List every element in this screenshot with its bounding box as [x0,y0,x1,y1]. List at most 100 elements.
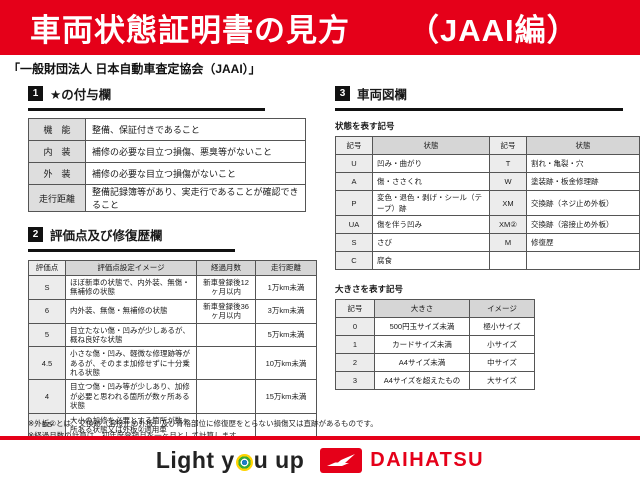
table-row: 6 内外装、無傷・無補修の状態 新車登録後36ヶ月以内 3万km未満 [28,298,317,324]
table-row: P 変色・退色・剥げ・シール（テープ）跡 XM 交換跡（ネジ止め外板） [335,190,640,216]
desc-cell: 目立つ傷・凹み等が少しあり、加修が必要と思われる箇所が数ヶ所ある状態 [65,379,197,414]
table-row: UA 傷を伴う凹み XM② 交換跡（溶接止め外板） [335,215,640,234]
desc-cell: ほぼ新車の状態で、内外装、無傷・無補修の状態 [65,275,197,300]
table-row: 0 500円玉サイズ未満 極小サイズ [335,317,535,336]
col-header-months: 経過月数 [196,260,256,276]
desc-cell: 大小の加修を必要とする箇所が数ヶ所ある状態又は外板②適用車 [65,412,197,438]
col-header-mileage: 走行距離 [255,260,317,276]
table-header-row: 記号 大きさ イメージ [335,299,535,318]
col-header-size: 大きさ [374,299,470,318]
col-header-image: イメージ [469,299,535,318]
col-header-score: 評価点 [28,260,66,276]
desc-cell: 目立たない傷・凹みが少しあるが、概ね良好な状態 [65,322,197,348]
footnote-line: ※外板②とは、交換跡（溶接止め外板）及び骨格部位に修復歴をとらない損傷又は直跡が… [28,419,378,428]
state-cell: 交換跡（ネジ止め外板） [526,190,640,216]
score-cell: 4 [28,379,66,414]
symbol-cell: C [335,251,373,270]
footnotes: ※外板②とは、交換跡（溶接止め外板）及び骨格部位に修復歴をとらない損傷又は直跡が… [28,418,378,442]
symbol-cell: 3 [335,371,375,390]
symbol-cell: W [489,172,527,191]
col-header-symbol: 記号 [335,136,373,155]
table-row: 外 装 補修の必要な目立つ損傷がないこと [28,162,306,185]
right-column: 3 車両図欄 状態を表す記号 記号 状態 記号 状態 U 凹み・曲がり T 割れ… [335,84,640,390]
score-cell: S [28,275,66,300]
months-cell: 新車登録後12ヶ月以内 [196,275,256,300]
section1-heading: 1 ★の付与欄 [28,84,265,111]
table-row: 2 A4サイズ未満 中サイズ [335,353,535,372]
criteria-label: 外 装 [28,162,86,185]
daihatsu-logo: DAIHATSU [320,447,484,473]
score-cell: 6 [28,298,66,324]
state-symbols-table: 記号 状態 記号 状態 U 凹み・曲がり T 割れ・亀裂・穴 A 傷・ささくれ … [335,136,640,270]
symbol-cell: P [335,190,373,216]
mileage-cell: 3万km未満 [255,298,317,324]
criteria-desc: 補修の必要な目立つ損傷がないこと [85,162,306,185]
state-cell: 変色・退色・剥げ・シール（テープ）跡 [372,190,490,216]
state-cell [526,251,640,270]
table-row: S さび M 修復歴 [335,233,640,252]
symbol-cell: T [489,154,527,173]
table-row: S ほぼ新車の状態で、内外装、無傷・無補修の状態 新車登録後12ヶ月以内 1万k… [28,275,317,300]
criteria-label: 内 装 [28,140,86,163]
state-cell: 腐食 [372,251,490,270]
score-cell: 4.5 [28,346,66,381]
daihatsu-mark-icon [320,447,363,473]
mileage-cell: 10万km未満 [255,346,317,381]
image-cell: 小サイズ [469,335,535,354]
symbol-cell: 0 [335,317,375,336]
symbol-cell: XM② [489,215,527,234]
page-edition: （JAAI編） [408,13,579,48]
criteria-label: 機 能 [28,118,86,141]
symbol-cell: S [335,233,373,252]
size-cell: A4サイズ未満 [374,353,470,372]
col-header-symbol: 記号 [489,136,527,155]
star-criteria-table: 機 能 整備、保証付きであること 内 装 補修の必要な目立つ損傷、悪臭等がないこ… [28,118,306,212]
table-row: 内 装 補修の必要な目立つ損傷、悪臭等がないこと [28,140,306,163]
image-cell: 大サイズ [469,371,535,390]
size-symbols-label: 大きさを表す記号 [335,284,404,294]
table-row: 3.5 大小の加修を必要とする箇所が数ヶ所ある状態又は外板②適用車 [28,412,317,438]
section2-number-badge: 2 [28,227,43,242]
image-cell: 極小サイズ [469,317,535,336]
symbol-cell: XM [489,190,527,216]
section2-title: 評価点及び修復歴欄 [50,229,163,243]
mileage-cell [255,412,317,438]
criteria-desc: 整備、保証付きであること [85,118,306,141]
desc-cell: 内外装、無傷・無補修の状態 [65,298,197,324]
state-cell: 傷・ささくれ [372,172,490,191]
months-cell [196,346,256,381]
mileage-cell: 1万km未満 [255,275,317,300]
state-cell: さび [372,233,490,252]
table-row: 4.5 小さな傷・凹み、軽微な修理跡等があるが、そのまま加修せずに十分乗れる状態… [28,346,317,381]
criteria-desc: 補修の必要な目立つ損傷、悪臭等がないこと [85,140,306,163]
table-row: C 腐食 [335,251,640,270]
months-cell: 新車登録後36ヶ月以内 [196,298,256,324]
brand-text-right: u up [253,446,305,473]
state-cell: 修復歴 [526,233,640,252]
months-cell [196,322,256,348]
section3-title: 車両図欄 [357,88,408,102]
section1-number-badge: 1 [28,86,43,101]
brand-text-left: Light y [155,446,235,473]
symbol-cell: U [335,154,373,173]
mileage-cell: 15万km未満 [255,379,317,414]
months-cell [196,379,256,414]
size-cell: カードサイズ未満 [374,335,470,354]
section1-title: ★の付与欄 [50,88,112,102]
state-cell: 塗装跡・板金修理跡 [526,172,640,191]
desc-cell: 小さな傷・凹み、軽微な修理跡等があるが、そのまま加修せずに十分乗れる状態 [65,346,197,381]
page-header-banner: 車両状態証明書の見方 （JAAI編） [0,0,640,55]
table-row: 5 目立たない傷・凹みが少しあるが、概ね良好な状態 5万km未満 [28,322,317,348]
section3-number-badge: 3 [335,86,350,101]
table-row: 4 目立つ傷・凹み等が少しあり、加修が必要と思われる箇所が数ヶ所ある状態 15万… [28,379,317,414]
mileage-cell: 5万km未満 [255,322,317,348]
col-header-state: 状態 [526,136,640,155]
size-symbols-table: 記号 大きさ イメージ 0 500円玉サイズ未満 極小サイズ 1 カードサイズ未… [335,299,535,390]
col-header-desc: 評価点設定イメージ [65,260,197,276]
light-you-up-o-icon [235,453,253,471]
light-you-up-logo: Light y u up [156,447,304,474]
size-cell: 500円玉サイズ未満 [374,317,470,336]
state-cell: 凹み・曲がり [372,154,490,173]
criteria-desc: 整備記録簿等があり、実走行であることが確認できること [85,184,306,212]
